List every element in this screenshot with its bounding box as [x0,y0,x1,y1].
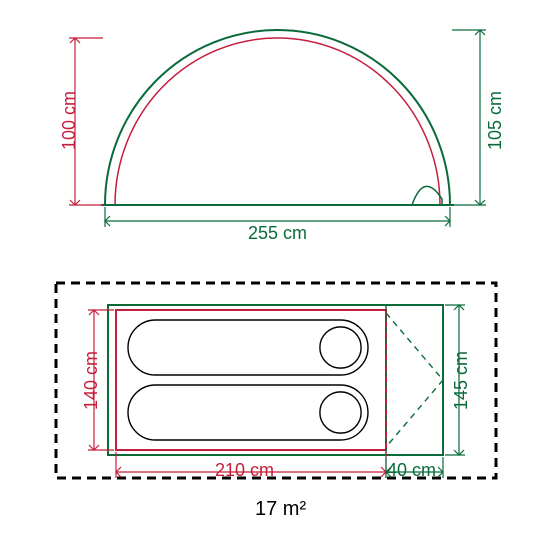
side-outer-height: 105 cm [485,91,506,150]
top-outer-height: 145 cm [451,351,472,410]
side-base-width: 255 cm [248,223,307,244]
footprint-area: 17 m² [255,498,306,521]
side-inner-height: 100 cm [59,91,80,150]
top-vestibule-width: 40 cm [387,460,436,481]
top-inner-width: 210 cm [215,460,274,481]
top-inner-height: 140 cm [81,351,102,410]
